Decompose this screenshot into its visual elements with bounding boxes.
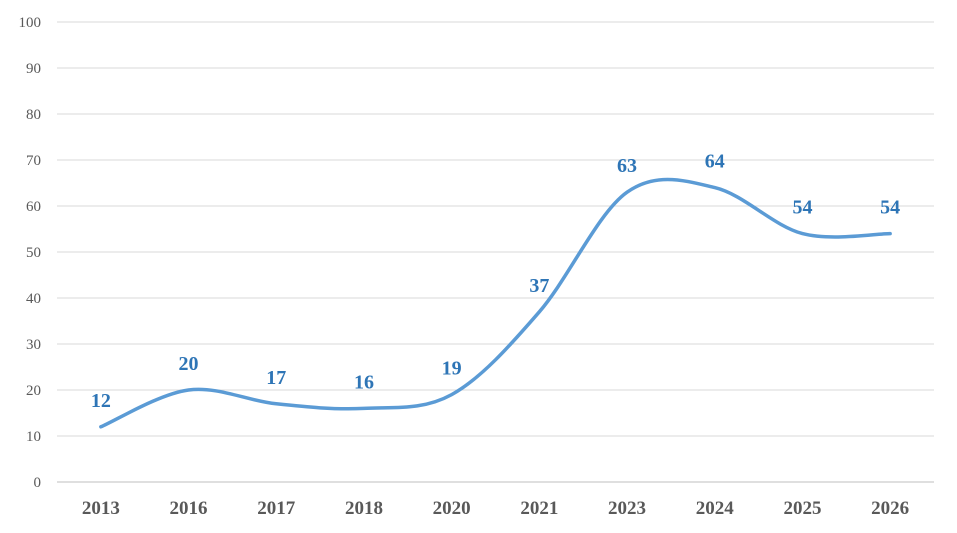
- series-layer: [99, 177, 892, 429]
- data-label: 16: [354, 371, 374, 393]
- data-label: 19: [442, 358, 462, 380]
- y-tick-label: 40: [26, 291, 41, 307]
- x-axis-ticks: 2013 2016 2017 2018 2020 2021 2023 2024 2025 2026: [82, 498, 909, 519]
- data-label: 37: [529, 275, 549, 297]
- y-tick-label: 20: [26, 383, 41, 399]
- x-tick-label: 2025: [783, 498, 821, 519]
- y-tick-label: 50: [26, 245, 41, 261]
- x-tick-label: 2023: [608, 498, 646, 519]
- data-label: 54: [792, 197, 812, 219]
- y-axis-ticks: 0 10 20 30 40 50 60 70 80 90 100: [19, 15, 42, 491]
- x-tick-label: 2026: [871, 498, 909, 519]
- y-tick-label: 30: [26, 337, 41, 353]
- x-tick-label: 2020: [433, 498, 471, 519]
- data-label: 20: [179, 353, 199, 375]
- x-tick-label: 2021: [520, 498, 558, 519]
- series-line: [99, 177, 892, 429]
- y-tick-label: 10: [26, 429, 41, 445]
- data-label: 64: [705, 151, 725, 173]
- x-tick-label: 2024: [696, 498, 735, 519]
- data-labels: 12 20 17 16 19 37 63 64 54 54: [91, 151, 900, 412]
- y-tick-label: 70: [26, 153, 41, 169]
- y-tick-label: 90: [26, 61, 41, 77]
- data-label: 12: [91, 390, 111, 412]
- y-tick-label: 100: [19, 15, 42, 31]
- y-tick-label: 60: [26, 199, 41, 215]
- gridlines: [57, 21, 934, 483]
- y-tick-label: 80: [26, 107, 41, 123]
- data-label: 54: [880, 197, 900, 219]
- data-label: 17: [266, 367, 286, 389]
- y-tick-label: 0: [34, 475, 42, 491]
- x-tick-label: 2017: [257, 498, 296, 519]
- x-tick-label: 2018: [345, 498, 383, 519]
- x-tick-label: 2013: [82, 498, 120, 519]
- data-label: 63: [617, 155, 637, 177]
- x-tick-label: 2016: [170, 498, 208, 519]
